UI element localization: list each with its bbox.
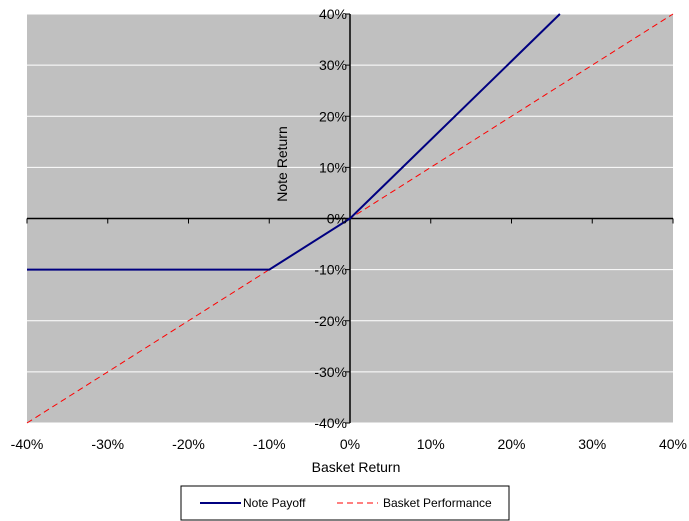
x-tick-labels: -40% -30% -20% -10% 0% 10% 20% 30% 40%	[11, 436, 687, 452]
x-tick-label: 20%	[497, 436, 525, 452]
x-tick-label: 40%	[659, 436, 687, 452]
y-tick-labels: -40% -30% -20% -10% 0% 10% 20% 30% 40%	[314, 6, 347, 431]
legend: Note Payoff Basket Performance	[180, 485, 510, 521]
x-tick-label: -30%	[91, 436, 124, 452]
y-tick-label: -10%	[314, 262, 347, 278]
y-tick-label: 10%	[319, 159, 347, 175]
series-line-note-payoff	[27, 13, 561, 271]
y-axis-title: Note Return	[274, 126, 290, 201]
legend-label-note-payoff: Note Payoff	[243, 496, 306, 510]
y-tick-label: -30%	[314, 364, 347, 380]
x-tick-label: 0%	[340, 436, 360, 452]
x-tick-label: -20%	[172, 436, 205, 452]
legend-label-basket-performance: Basket Performance	[383, 496, 492, 510]
y-tick-label: -20%	[314, 313, 347, 329]
y-tick-label: 0%	[327, 211, 347, 227]
y-tick-label: -40%	[314, 415, 347, 431]
y-tick-label: 30%	[319, 57, 347, 73]
series-group	[26, 13, 674, 424]
x-tick-label: 10%	[417, 436, 445, 452]
y-tick-label: 40%	[319, 6, 347, 22]
x-axis-title: Basket Return	[312, 459, 401, 475]
x-tick-label: 30%	[578, 436, 606, 452]
y-tick-label: 20%	[319, 108, 347, 124]
x-tick-label: -40%	[11, 436, 44, 452]
x-tick-label: -10%	[253, 436, 286, 452]
